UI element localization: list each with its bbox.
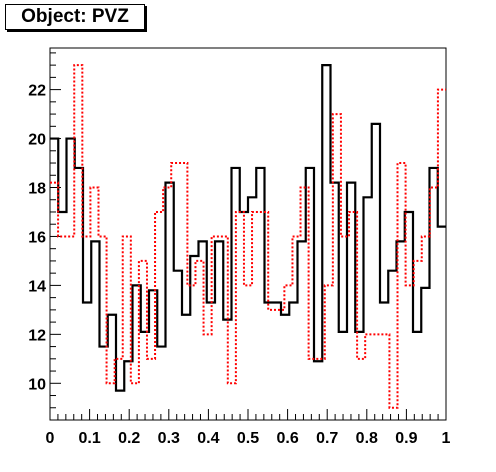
x-tick-label: 0.1 (78, 430, 100, 447)
series-2-histogram-line (50, 64, 446, 409)
x-tick-label: 0.3 (158, 430, 180, 447)
x-tick-label: 0.9 (395, 430, 417, 447)
y-tick-label: 18 (28, 181, 46, 198)
x-tick-label: 0 (46, 430, 55, 447)
tick-labels: 0 0.1 0.2 0.3 0.4 0.5 0.6 0.7 0.8 0.9 1 10 12 14 16 18 2… (28, 83, 450, 447)
x-tick-label: 0.2 (118, 430, 140, 447)
plot-frame (49, 47, 447, 421)
y-tick-label: 12 (28, 327, 46, 344)
y-tick-label: 14 (28, 278, 46, 295)
y-tick-label: 10 (28, 376, 46, 393)
chart-title: Object: PVZ (21, 6, 129, 27)
x-tick-label: 0.5 (237, 430, 259, 447)
y-tick-label: 16 (28, 229, 46, 246)
y-tick-label: 22 (28, 83, 46, 100)
x-tick-label: 0.6 (276, 430, 298, 447)
y-tick-label: 20 (28, 132, 46, 149)
x-tick-label: 1 (442, 430, 451, 447)
series-layer (50, 64, 446, 409)
x-tick-label: 0.7 (316, 430, 338, 447)
x-tick-label: 0.8 (356, 430, 378, 447)
axis-ticks (49, 52, 447, 420)
x-tick-label: 0.4 (197, 430, 219, 447)
chart-title-box: Object: PVZ (5, 4, 145, 30)
series-1-histogram-line (50, 64, 446, 392)
